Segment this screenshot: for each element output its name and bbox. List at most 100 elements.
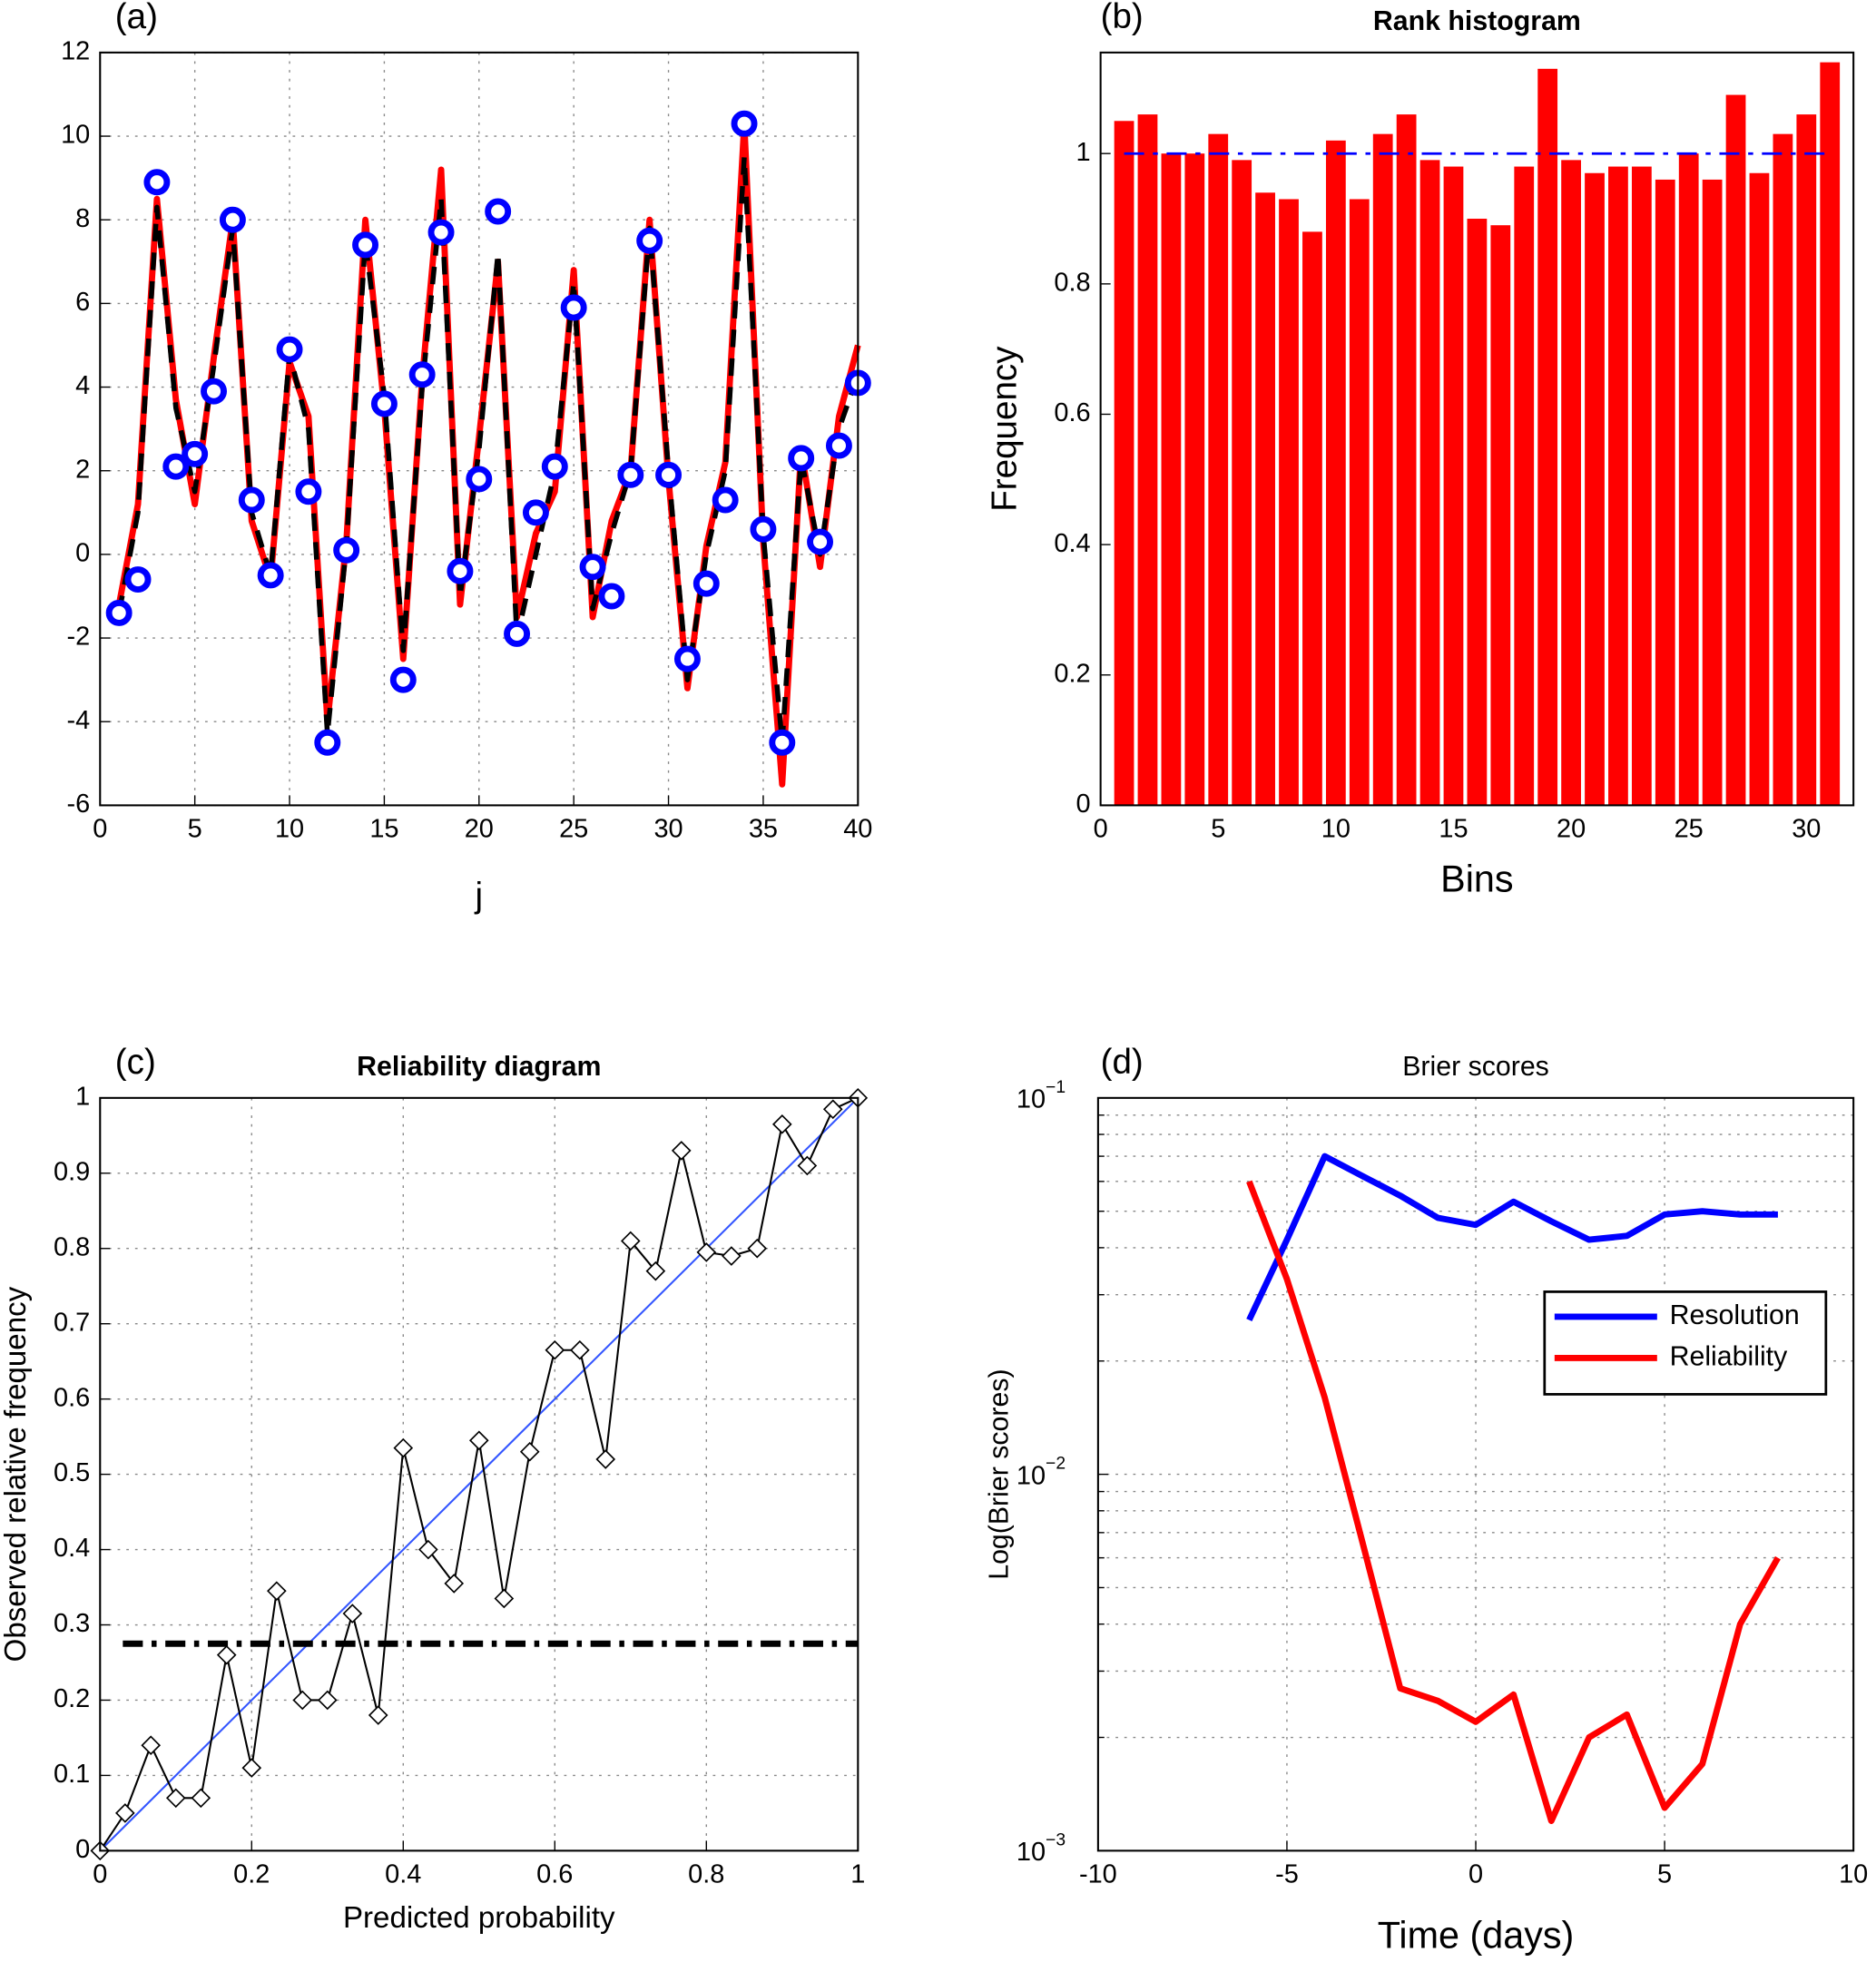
x-tick-label: 25 — [559, 815, 588, 844]
y-tick-label: -4 — [67, 706, 91, 735]
y-axis-label: Frequency — [985, 346, 1024, 512]
marker — [673, 645, 701, 672]
y-tick-label: 0.3 — [54, 1609, 90, 1638]
marker — [519, 1441, 540, 1462]
marker — [494, 1588, 515, 1609]
x-tick-label: 20 — [1557, 815, 1586, 844]
marker — [747, 1238, 768, 1259]
panel-label: (b) — [1101, 0, 1144, 36]
series-line — [1246, 1180, 1781, 1824]
marker — [257, 562, 284, 589]
marker — [579, 554, 606, 581]
y-tick-label: 0 — [1076, 790, 1091, 819]
y-tick-label: 12 — [61, 37, 90, 66]
bar — [1443, 166, 1464, 806]
y-tick-label: 0.5 — [54, 1458, 90, 1487]
y-tick-label: 4 — [75, 371, 90, 400]
axes-frame — [1099, 51, 1855, 807]
marker — [788, 445, 815, 472]
marker — [560, 294, 587, 321]
marker — [447, 557, 474, 584]
bar — [1396, 114, 1417, 806]
x-tick-label: 0 — [93, 815, 107, 844]
bar — [1302, 231, 1322, 806]
marker — [541, 453, 568, 480]
y-tick-label: 0.4 — [1054, 529, 1090, 558]
x-tick-label: 10 — [1839, 1860, 1868, 1889]
bar — [1585, 172, 1605, 806]
marker — [201, 378, 227, 405]
x-tick-label: 0 — [1094, 815, 1108, 844]
y-tick-label: 0.4 — [54, 1534, 90, 1563]
y-tick-label: 2 — [75, 455, 90, 484]
marker — [636, 227, 663, 254]
marker — [292, 1690, 313, 1711]
panel-label: (a) — [115, 0, 158, 36]
y-tick-label: 0.2 — [1054, 659, 1090, 688]
marker — [522, 499, 549, 526]
marker — [696, 1242, 717, 1262]
marker — [162, 453, 190, 480]
tick-base: 10 — [1017, 1084, 1046, 1113]
y-tick-label: 0.7 — [54, 1308, 90, 1337]
x-axis-label: Bins — [1440, 858, 1513, 899]
bar — [1490, 225, 1511, 806]
x-tick-label: 1 — [850, 1860, 865, 1889]
y-tick-label: 10−1 — [1017, 1078, 1066, 1113]
marker — [731, 110, 758, 137]
x-axis-label: Predicted probability — [343, 1901, 615, 1935]
bar — [1114, 121, 1134, 806]
marker — [276, 336, 303, 363]
marker — [370, 390, 398, 417]
bar — [1608, 166, 1628, 806]
legend-label: Resolution — [1670, 1300, 1800, 1330]
marker — [115, 1803, 135, 1823]
bar — [1749, 172, 1770, 806]
marker — [807, 528, 834, 555]
marker — [368, 1705, 388, 1725]
legend-box — [1543, 1290, 1828, 1396]
x-tick-label: 30 — [1792, 815, 1821, 844]
marker — [655, 461, 683, 488]
marker — [124, 566, 152, 594]
marker — [771, 1114, 792, 1134]
bar — [1372, 133, 1393, 806]
x-tick-label: 5 — [1657, 1860, 1672, 1889]
bar — [1514, 166, 1535, 806]
tick-base: 10 — [1017, 1461, 1046, 1490]
series-line — [1246, 1153, 1778, 1322]
y-tick-label: 0.8 — [54, 1232, 90, 1261]
bar — [1184, 153, 1205, 806]
y-tick-label: 0.8 — [1054, 268, 1090, 297]
marker — [620, 1231, 641, 1251]
x-tick-label: 0.4 — [385, 1860, 421, 1889]
marker — [317, 1690, 338, 1711]
bar — [1467, 219, 1488, 806]
y-tick-label: 10 — [61, 121, 90, 150]
y-tick-label: 0.2 — [54, 1684, 90, 1713]
y-tick-label: 10−3 — [1017, 1830, 1066, 1866]
bar — [1325, 140, 1346, 806]
marker — [617, 461, 644, 488]
x-tick-label: 40 — [843, 815, 872, 844]
marker — [105, 599, 133, 626]
panel: (c) Reliability diagram Predicted probabil… — [0, 1043, 869, 1935]
bar — [1631, 166, 1652, 806]
x-tick-label: 10 — [1321, 815, 1351, 844]
marker — [427, 219, 455, 246]
marker — [825, 432, 852, 459]
marker — [314, 729, 341, 756]
marker — [797, 1155, 818, 1176]
marker — [545, 1339, 565, 1360]
y-tick-label: 8 — [75, 204, 90, 233]
marker — [295, 478, 322, 505]
marker — [342, 1604, 363, 1624]
x-tick-label: 30 — [653, 815, 683, 844]
bar — [1279, 199, 1299, 806]
x-tick-label: 0.6 — [536, 1860, 573, 1889]
marker — [238, 486, 265, 514]
x-axis-label: j — [475, 877, 484, 916]
marker — [822, 1099, 843, 1120]
panel-label: (d) — [1101, 1043, 1144, 1082]
